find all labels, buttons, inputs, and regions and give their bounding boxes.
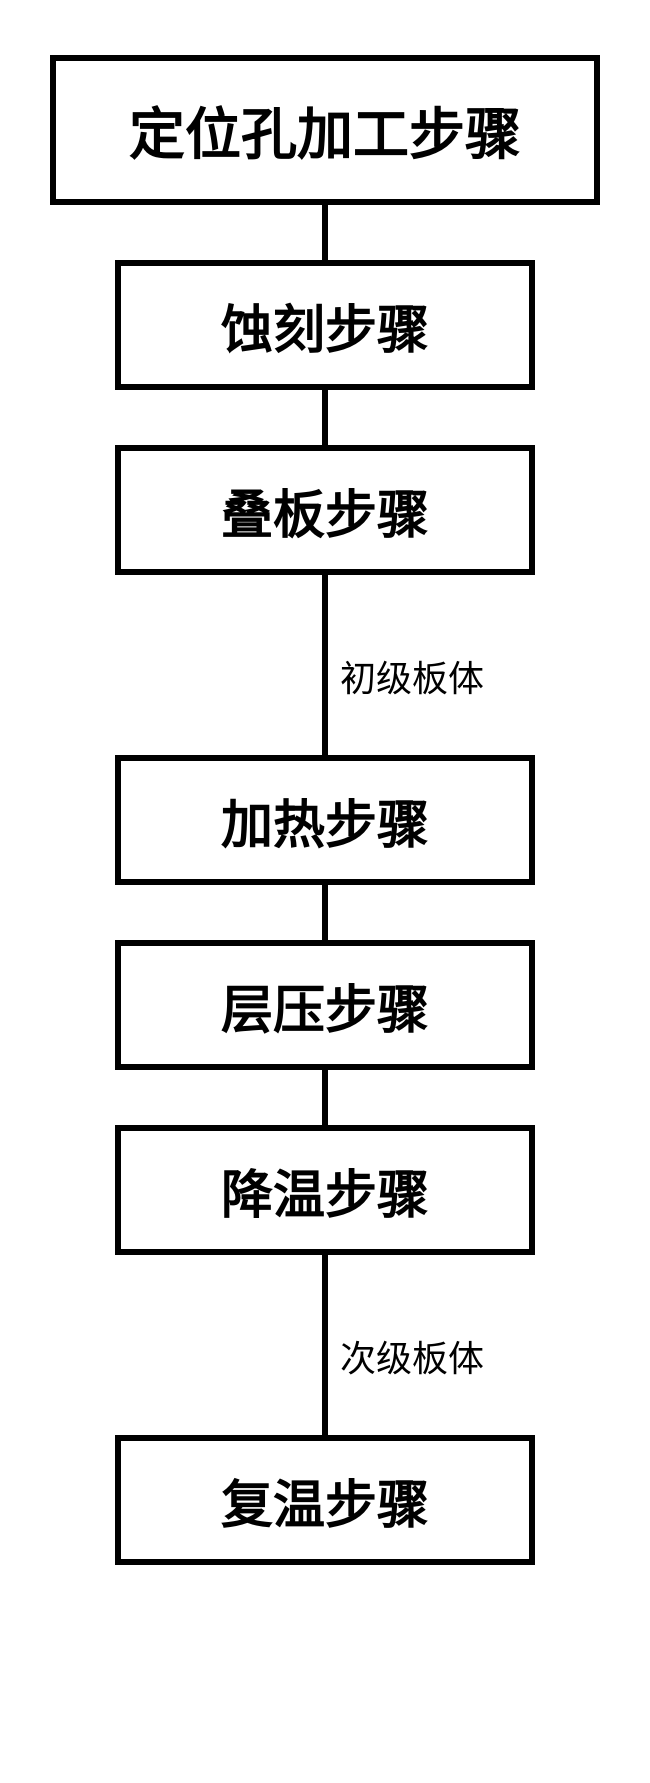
node-label: 降温步骤 xyxy=(221,1153,429,1228)
connector-line xyxy=(322,1255,328,1435)
node-label: 叠板步骤 xyxy=(221,473,429,548)
node-label: 蚀刻步骤 xyxy=(221,288,429,363)
connector-line xyxy=(322,1070,328,1125)
connector-line xyxy=(322,390,328,445)
flowchart-container: 定位孔加工步骤 蚀刻步骤 叠板步骤 初级板体 加热步骤 层压步骤 降温步骤 次级… xyxy=(0,0,650,1565)
flowchart-node-3: 叠板步骤 xyxy=(115,445,535,575)
connector-4 xyxy=(0,885,650,940)
connector-line xyxy=(322,575,328,755)
node-label: 层压步骤 xyxy=(221,968,429,1043)
connector-line xyxy=(322,205,328,260)
flowchart-node-1: 定位孔加工步骤 xyxy=(50,55,600,205)
connector-2 xyxy=(0,390,650,445)
connector-1 xyxy=(0,205,650,260)
connector-5 xyxy=(0,1070,650,1125)
node-label: 加热步骤 xyxy=(221,783,429,858)
edge-label-primary-plate: 初级板体 xyxy=(340,650,484,702)
edge-label-secondary-plate: 次级板体 xyxy=(340,1330,484,1382)
connector-line xyxy=(322,885,328,940)
flowchart-node-6: 降温步骤 xyxy=(115,1125,535,1255)
node-label: 定位孔加工步骤 xyxy=(129,90,521,171)
connector-6: 次级板体 xyxy=(0,1255,650,1435)
flowchart-node-2: 蚀刻步骤 xyxy=(115,260,535,390)
node-label: 复温步骤 xyxy=(221,1463,429,1538)
flowchart-node-4: 加热步骤 xyxy=(115,755,535,885)
connector-3: 初级板体 xyxy=(0,575,650,755)
flowchart-node-7: 复温步骤 xyxy=(115,1435,535,1565)
flowchart-node-5: 层压步骤 xyxy=(115,940,535,1070)
